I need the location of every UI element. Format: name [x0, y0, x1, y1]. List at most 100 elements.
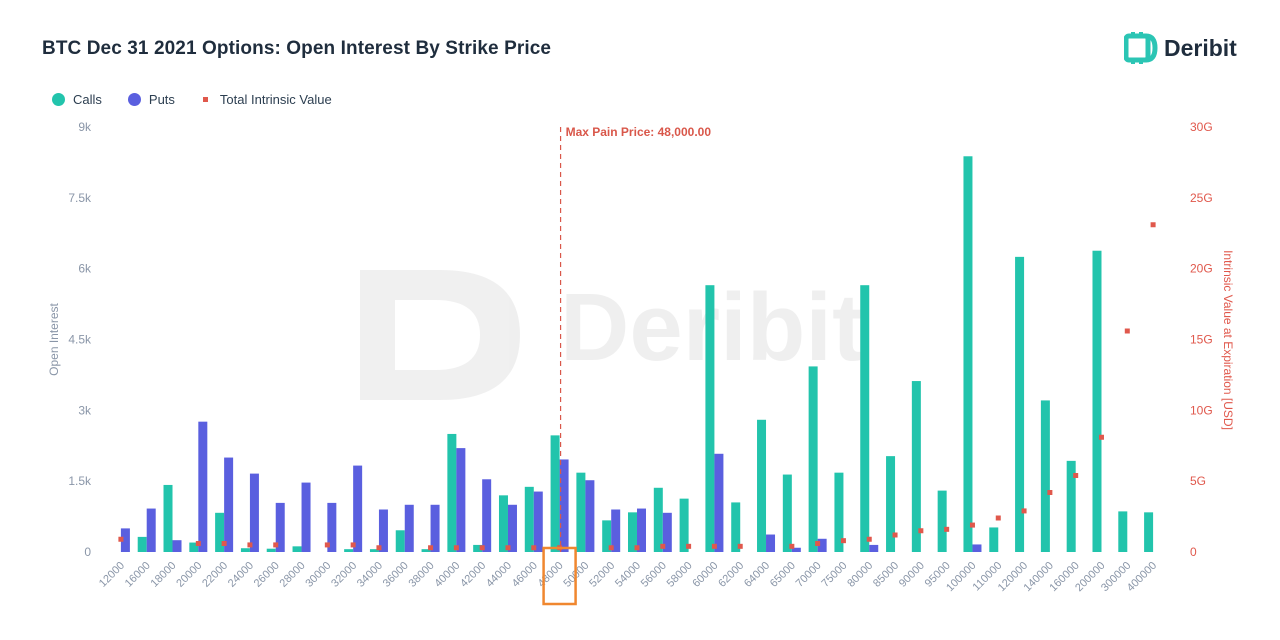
- calls-bar: [1066, 460, 1076, 552]
- intrinsic-value-marker: [1150, 222, 1156, 228]
- puts-bar: [507, 504, 517, 552]
- puts-bar: [249, 473, 259, 552]
- calls-swatch-icon: [52, 93, 65, 106]
- calls-bar: [421, 549, 431, 552]
- intrinsic-value-marker: [866, 536, 872, 542]
- legend-item-calls[interactable]: Calls: [52, 92, 102, 107]
- x-tick-label: 26000: [252, 560, 282, 590]
- y2-axis-title: Intrinsic Value at Expiration [USD]: [1221, 250, 1235, 430]
- intrinsic-value-marker: [221, 541, 227, 546]
- intrinsic-value-marker: [737, 543, 743, 549]
- puts-bar: [224, 457, 234, 552]
- x-tick-label: 54000: [613, 560, 643, 590]
- x-tick-label: 80000: [845, 560, 875, 590]
- calls-bar: [860, 285, 870, 552]
- intrinsic-value-marker: [1098, 434, 1104, 440]
- chart-legend: Calls Puts Total Intrinsic Value: [52, 92, 358, 107]
- x-tick-label: 60000: [690, 560, 720, 590]
- x-tick-label: 30000: [303, 560, 333, 590]
- puts-bar: [120, 528, 130, 552]
- puts-bar: [611, 509, 621, 552]
- y2-tick-label: 20G: [1190, 262, 1213, 276]
- calls-bar: [473, 544, 483, 552]
- calls-bar: [524, 486, 534, 552]
- y2-tick-label: 15G: [1190, 333, 1213, 347]
- intrinsic-value-marker: [1124, 328, 1130, 334]
- calls-bar: [911, 381, 921, 552]
- puts-bar: [817, 538, 827, 552]
- calls-bar: [163, 484, 173, 552]
- watermark-logo: Deribit: [360, 270, 864, 400]
- intrinsic-value-marker: [428, 545, 434, 551]
- intrinsic-value-marker: [453, 545, 459, 551]
- chart-title: BTC Dec 31 2021 Options: Open Interest B…: [42, 38, 552, 59]
- y2-tick-label: 25G: [1190, 191, 1213, 205]
- legend-label-intrinsic: Total Intrinsic Value: [219, 92, 332, 107]
- calls-bar: [989, 527, 999, 552]
- intrinsic-value-marker: [273, 542, 279, 548]
- x-tick-label: 70000: [794, 560, 824, 590]
- intrinsic-value-marker: [247, 542, 253, 548]
- x-tick-label: 20000: [174, 560, 204, 590]
- legend-item-puts[interactable]: Puts: [127, 92, 175, 107]
- puts-bar: [559, 459, 569, 552]
- y-tick-label: 9k: [78, 120, 92, 134]
- calls-bar: [834, 472, 844, 552]
- puts-bar: [275, 502, 285, 552]
- calls-bar: [498, 495, 508, 552]
- x-tick-label: 38000: [407, 560, 437, 590]
- logo-wordmark: Deribit: [1164, 34, 1237, 61]
- y2-tick-label: 0: [1190, 545, 1197, 559]
- calls-bar: [628, 512, 637, 552]
- calls-bar: [705, 285, 715, 552]
- calls-bar: [679, 498, 689, 552]
- calls-bar: [395, 530, 405, 552]
- x-tick-label: 40000: [432, 560, 462, 590]
- intrinsic-value-marker: [660, 543, 666, 549]
- x-tick-label: 64000: [742, 560, 772, 590]
- intrinsic-value-marker: [686, 543, 692, 549]
- x-tick-label: 36000: [381, 560, 411, 590]
- x-tick-label: 75000: [819, 560, 849, 590]
- puts-bar: [714, 453, 724, 552]
- intrinsic-value-marker: [789, 543, 795, 549]
- deribit-logo: Deribit: [1124, 30, 1237, 66]
- calls-bar: [447, 433, 457, 552]
- calls-bar: [1015, 256, 1025, 552]
- calls-bar: [137, 536, 147, 552]
- y-tick-label: 1.5k: [68, 474, 92, 488]
- intrinsic-value-marker: [531, 545, 537, 551]
- intrinsic-value-marker: [995, 515, 1001, 521]
- calls-bar: [1144, 512, 1154, 552]
- calls-bar: [215, 512, 225, 552]
- puts-bar: [146, 508, 156, 552]
- intrinsic-value-marker: [479, 545, 485, 551]
- intrinsic-value-marker: [505, 545, 511, 551]
- puts-bar: [430, 504, 440, 552]
- puts-bar: [404, 504, 414, 552]
- x-tick-label: 65000: [768, 560, 798, 590]
- calls-bar: [653, 487, 663, 552]
- intrinsic-value-marker: [195, 541, 201, 546]
- intrinsic-value-marker: [1021, 508, 1027, 514]
- calls-bar: [1092, 250, 1102, 552]
- puts-bar: [533, 491, 543, 552]
- watermark-d-icon: [360, 270, 520, 400]
- puts-bar: [791, 547, 801, 552]
- calls-bar: [240, 548, 250, 552]
- x-tick-label: 16000: [123, 560, 153, 590]
- puts-bar: [662, 512, 672, 552]
- intrinsic-value-marker: [350, 542, 356, 548]
- puts-bar: [327, 502, 337, 552]
- puts-bar: [482, 479, 492, 552]
- x-tick-label: 58000: [665, 560, 695, 590]
- intrinsic-value-marker: [1073, 473, 1079, 478]
- x-tick-label: 32000: [329, 560, 359, 590]
- calls-bar: [292, 546, 302, 552]
- legend-item-intrinsic[interactable]: Total Intrinsic Value: [201, 92, 332, 107]
- y2-tick-label: 5G: [1190, 474, 1206, 488]
- x-tick-label: 28000: [278, 560, 308, 590]
- puts-bar: [869, 544, 879, 552]
- intrinsic-value-marker: [608, 545, 614, 551]
